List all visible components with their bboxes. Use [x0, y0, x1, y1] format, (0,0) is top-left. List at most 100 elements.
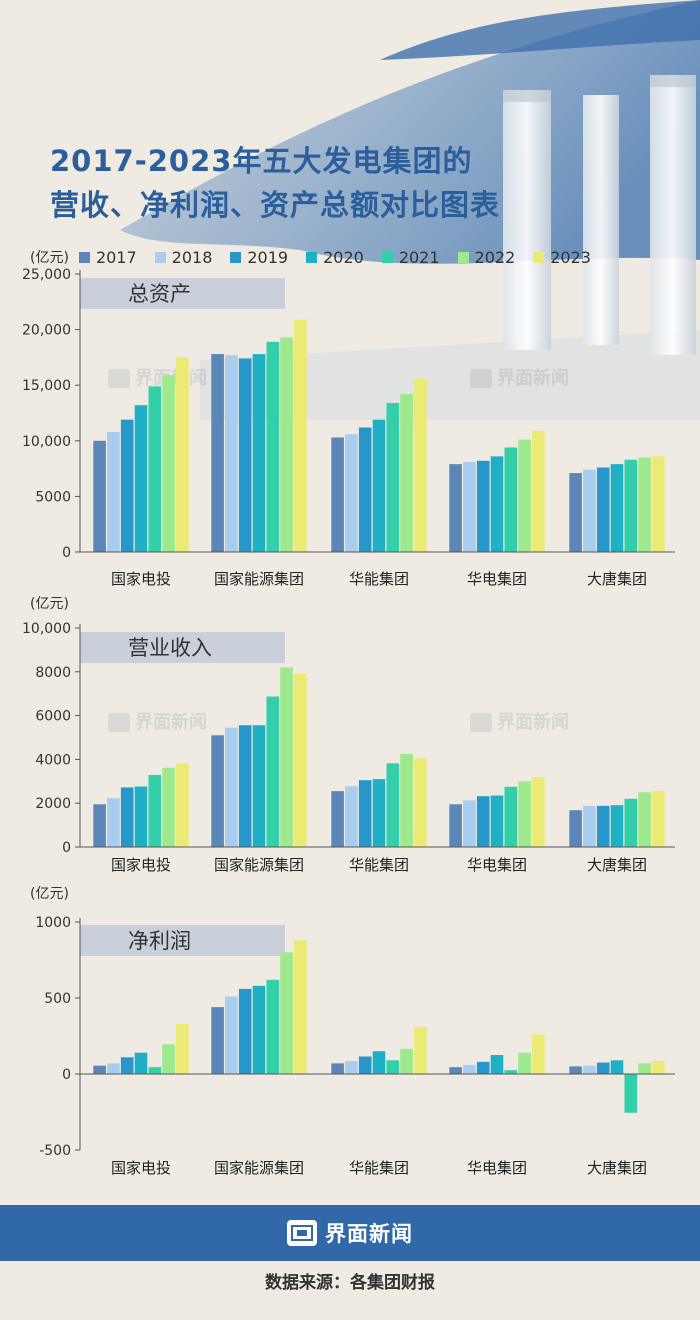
bar-2020 [490, 456, 504, 552]
watermark-text: 界面新闻 [497, 367, 569, 389]
bar-2017 [211, 1007, 224, 1074]
legend-item-2020: 2020 [306, 248, 364, 267]
bar-2022 [518, 439, 531, 552]
x-tick-label: 华电集团 [467, 570, 527, 588]
bar-2017 [449, 804, 462, 847]
bar-2017 [331, 791, 344, 847]
y-tick-label: 6000 [35, 709, 71, 725]
watermark-logo-icon [108, 713, 130, 732]
bar-2020 [134, 786, 148, 847]
bar-2019 [120, 419, 134, 552]
bar-2020 [610, 464, 624, 552]
bar-2017 [93, 440, 106, 552]
chart-net-profit: (亿元) 净利润 -500 0 500 1000 国家电投 国家能源集团 华能集团 华电集团 大唐集… [30, 886, 675, 1177]
bar-2022 [638, 1063, 651, 1074]
bar-2022 [280, 952, 293, 1074]
x-tick-label: 国家能源集团 [214, 856, 304, 874]
bar-2021 [148, 386, 162, 552]
bar-2023 [532, 1034, 545, 1074]
bar-2023 [414, 758, 427, 847]
bar-2021 [148, 1067, 162, 1074]
bar-2018 [345, 786, 358, 847]
y-tick-label: 25,000 [22, 267, 71, 283]
bar-2023 [294, 673, 307, 847]
legend-item-2022: 2022 [457, 248, 515, 267]
bar-2020 [252, 725, 266, 847]
bar-2021 [266, 979, 280, 1074]
x-tick-label: 国家电投 [111, 1159, 171, 1177]
legend-swatch [154, 251, 166, 263]
bar-2019 [238, 358, 252, 552]
bar-2017 [93, 804, 106, 847]
x-tick-label: 华能集团 [349, 856, 409, 874]
footer-brand: 界面新闻 [325, 1222, 413, 1246]
bar-2017 [449, 1067, 462, 1074]
section-banner [80, 925, 285, 956]
chart-total-assets: 界面新闻 界面新闻 总资产 0 5000 10,000 15,000 20,000 25,000… [22, 267, 675, 588]
bar-2023 [652, 456, 665, 552]
bar-2020 [252, 985, 266, 1074]
bar-2021 [504, 786, 518, 847]
bar-2018 [345, 1061, 358, 1074]
bar-2023 [176, 357, 189, 552]
brand-logo-icon [287, 1220, 317, 1246]
bar-2019 [596, 467, 610, 552]
x-tick-label: 国家能源集团 [214, 1159, 304, 1177]
x-tick-label: 国家电投 [111, 570, 171, 588]
bar-2020 [490, 795, 504, 847]
bar-2017 [569, 473, 582, 552]
bar-2019 [476, 1061, 490, 1074]
bar-2018 [345, 434, 358, 552]
bar-2023 [652, 791, 665, 847]
bar-2018 [107, 431, 120, 552]
bar-2022 [638, 457, 651, 552]
bar-2019 [238, 988, 252, 1074]
bar-2019 [358, 1056, 372, 1074]
bar-2018 [583, 805, 596, 847]
bar-2019 [358, 780, 372, 847]
x-tick-label: 华能集团 [349, 570, 409, 588]
legend-item-2019: 2019 [230, 248, 288, 267]
chart-revenue: 界面新闻 界面新闻 (亿元) 营业收入 0 2000 4000 6000 8000 10,000 国… [22, 596, 675, 874]
y-tick-label: 5000 [35, 489, 71, 505]
legend-item-2018: 2018 [154, 248, 212, 267]
watermark: 界面新闻 [470, 711, 569, 733]
bar-2021 [266, 696, 280, 847]
bar-2022 [400, 394, 413, 552]
bar-2021 [386, 763, 400, 847]
bar-2022 [638, 792, 651, 847]
bar-2020 [372, 779, 386, 847]
bar-2021 [624, 459, 638, 552]
legend-swatch [230, 251, 242, 263]
bar-2017 [211, 354, 224, 552]
bar-2020 [490, 1055, 504, 1074]
footer-bar: 界面新闻 [0, 1205, 700, 1261]
chart-title-line1: 2017-2023年五大发电集团的 [50, 144, 473, 178]
bar-2021 [386, 402, 400, 552]
legend-swatch [533, 251, 545, 263]
y-axis-unit: (亿元) [30, 596, 69, 612]
bar-2020 [372, 1051, 386, 1074]
legend-label: 2019 [247, 247, 289, 267]
y-tick-label: 500 [44, 991, 71, 1007]
x-tick-label: 大唐集团 [587, 1159, 647, 1177]
bar-2021 [504, 1070, 518, 1074]
watermark-text: 界面新闻 [497, 711, 569, 733]
bar-2020 [372, 419, 386, 552]
y-tick-label: 15,000 [22, 378, 71, 394]
data-source: 数据来源：各集团财报 [265, 1273, 435, 1293]
bar-2023 [532, 776, 545, 847]
bar-2019 [120, 787, 134, 847]
bar-2017 [331, 437, 344, 552]
x-tick-label: 华能集团 [349, 1159, 409, 1177]
legend-item-2021: 2021 [381, 248, 440, 267]
watermark-logo-icon [108, 369, 130, 388]
bar-2023 [294, 319, 307, 552]
bar-2019 [358, 427, 372, 552]
legend-label: 2017 [95, 247, 137, 267]
legend-unit: (亿元) [30, 250, 69, 266]
y-tick-label: 8000 [35, 665, 71, 681]
bar-2023 [176, 763, 189, 847]
bar-2017 [569, 1066, 582, 1074]
bar-2022 [162, 375, 175, 552]
